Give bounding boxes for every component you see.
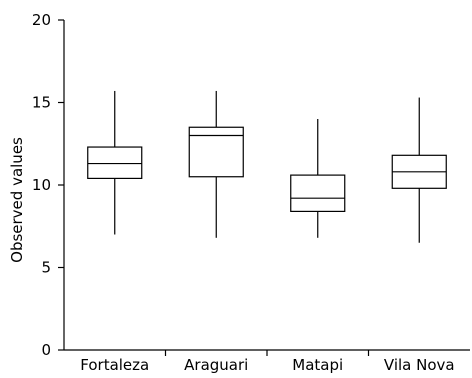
x-tick-label-araguari: Araguari xyxy=(184,356,248,374)
y-tick-label-15: 15 xyxy=(32,94,51,112)
box-araguari xyxy=(188,90,244,238)
iqr-box-araguari xyxy=(188,126,244,178)
y-tick-label-5: 5 xyxy=(41,259,51,277)
boxes-group xyxy=(87,90,447,243)
box-matapi xyxy=(290,119,346,238)
y-tick-label-0: 0 xyxy=(41,341,51,359)
y-axis-ticks: 0 5 10 15 20 xyxy=(32,11,64,359)
y-tick-label-10: 10 xyxy=(32,176,51,194)
iqr-box-matapi xyxy=(290,174,346,213)
iqr-box-fortaleza xyxy=(87,146,143,180)
x-tick-label-vila-nova: Vila Nova xyxy=(384,356,455,374)
box-fortaleza xyxy=(87,90,143,235)
x-tick-label-fortaleza: Fortaleza xyxy=(80,356,149,374)
y-axis-title: Observed values xyxy=(8,137,26,263)
x-tick-label-matapi: Matapi xyxy=(292,356,343,374)
y-tick-label-20: 20 xyxy=(32,11,51,29)
x-axis-ticks: Fortaleza Araguari Matapi Vila Nova xyxy=(80,350,455,374)
box-vila-nova xyxy=(391,97,447,243)
